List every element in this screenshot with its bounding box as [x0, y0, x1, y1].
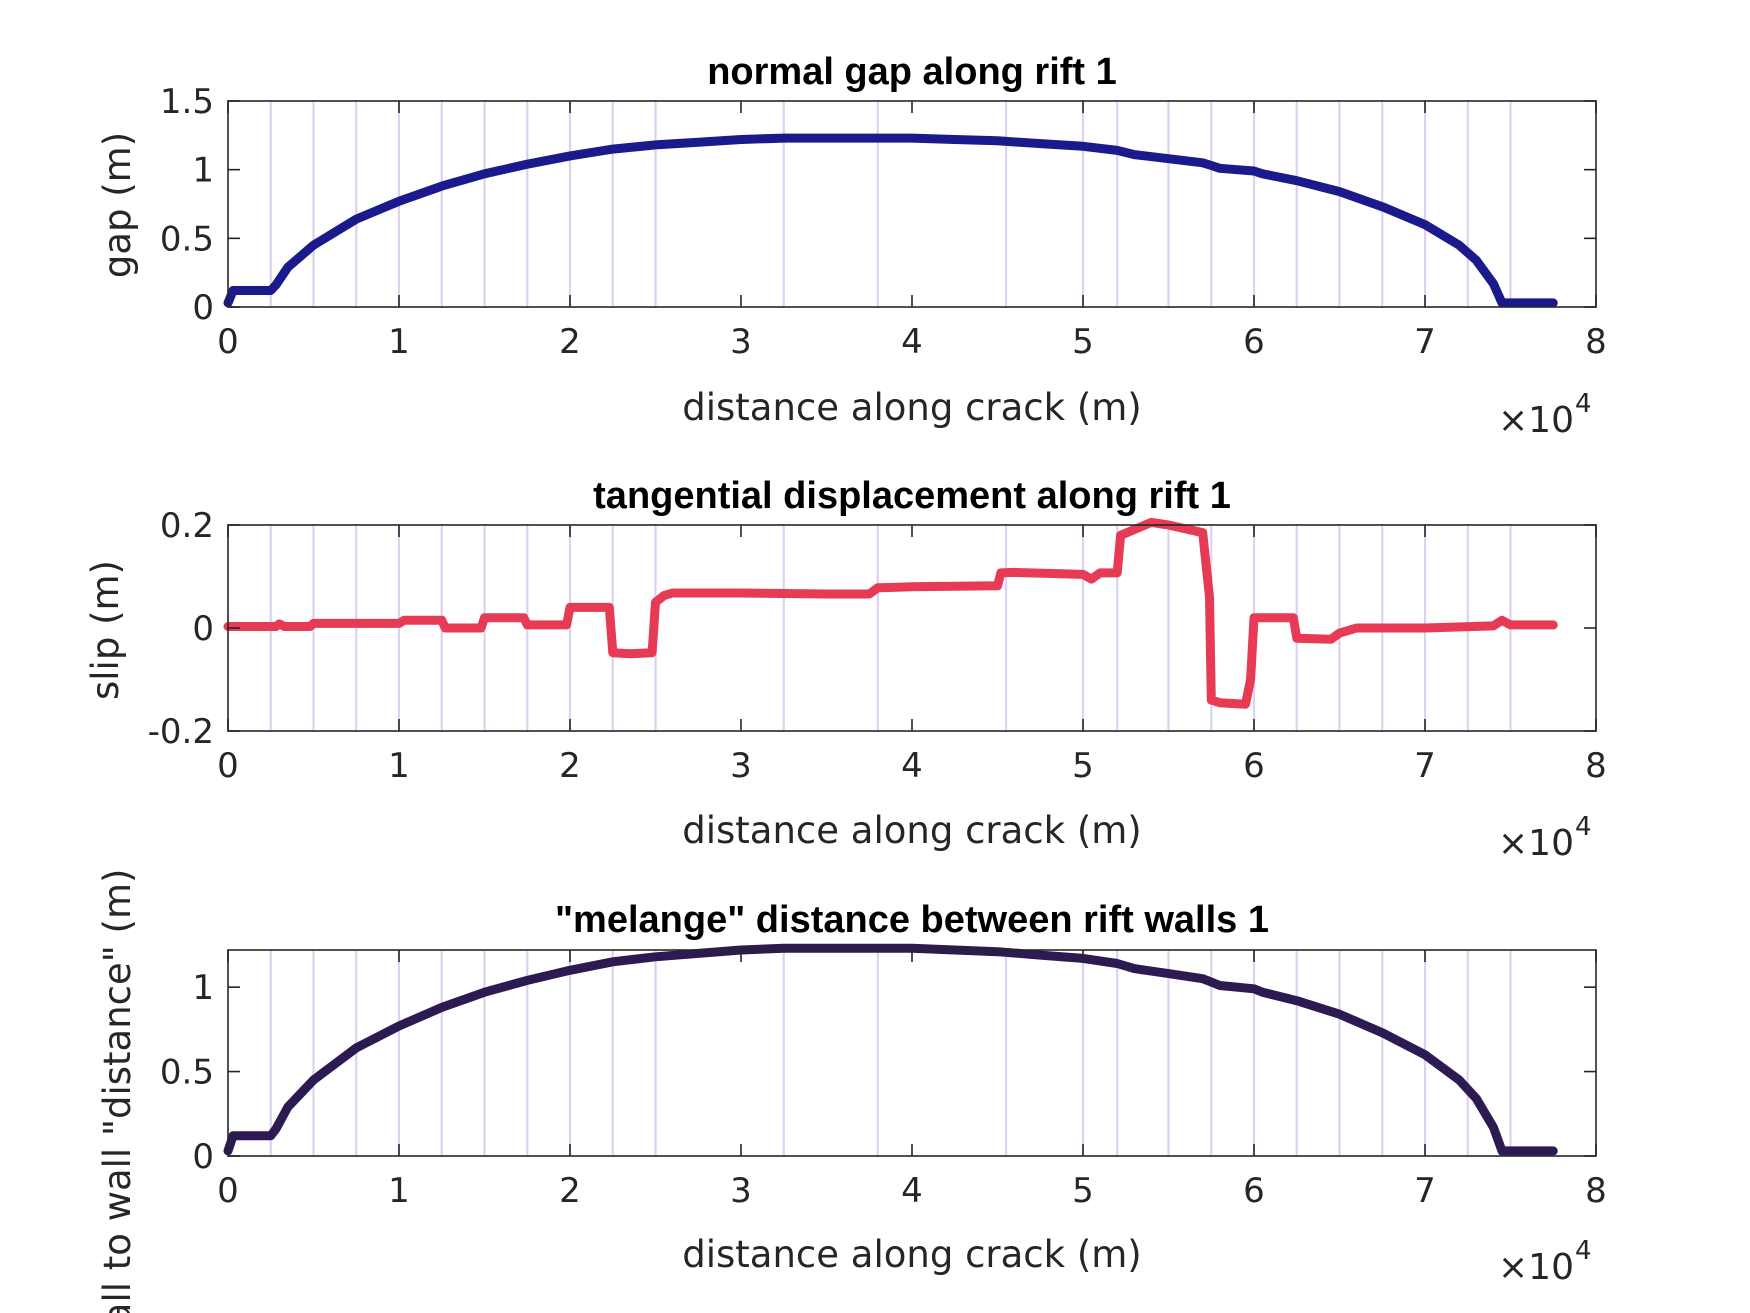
multiplier-base: ×10	[1498, 1247, 1574, 1288]
series-layer	[223, 943, 1558, 1156]
x-tick-label: 7	[1414, 1171, 1436, 1211]
x-tick-label: 6	[1243, 322, 1265, 362]
x-tick-label: 2	[559, 322, 581, 362]
series-line	[223, 943, 1558, 1156]
x-tick-label: 0	[217, 322, 239, 362]
x-tick-label: 5	[1072, 1171, 1094, 1211]
chart-title: tangential displacement along rift 1	[593, 475, 1231, 517]
x-axis-multiplier: ×10 4	[1498, 389, 1592, 441]
vertical-markers	[269, 950, 1512, 1156]
multiplier-base: ×10	[1498, 823, 1574, 864]
x-tick-label: 7	[1414, 322, 1436, 362]
x-tick-label: 1	[388, 746, 410, 786]
axis-ticks: 0 1 2 3 4 5 6 7 8-0.200.2	[148, 506, 1607, 786]
x-axis-label: distance along crack (m)	[682, 386, 1142, 429]
x-tick-label: 7	[1414, 746, 1436, 786]
vertical-markers	[269, 101, 1512, 307]
y-tick-label: -0.2	[148, 712, 214, 752]
series-line	[223, 517, 1558, 709]
x-tick-label: 6	[1243, 746, 1265, 786]
chart-title: "melange" distance between rift walls 1	[555, 899, 1269, 941]
axis-ticks: 0 1 2 3 4 5 6 7 8 0 0.5 1	[160, 950, 1607, 1211]
y-axis-label: gap (m)	[96, 132, 139, 278]
x-tick-label: 0	[217, 746, 239, 786]
x-tick-label: 5	[1072, 322, 1094, 362]
chart-title: normal gap along rift 1	[707, 51, 1117, 93]
x-tick-label: 6	[1243, 1171, 1265, 1211]
x-tick-label: 2	[559, 1171, 581, 1211]
subplot-normal-gap: normal gap along rift 1 0 1 2 3 4 5 6 7 8 0 0.5 1 1.…	[96, 51, 1607, 441]
x-tick-label: 8	[1585, 746, 1607, 786]
x-tick-label: 2	[559, 746, 581, 786]
x-axis-label: distance along crack (m)	[682, 809, 1142, 852]
x-tick-label: 3	[730, 322, 752, 362]
axis-ticks: 0 1 2 3 4 5 6 7 8 0 0.5 1 1.5	[160, 82, 1607, 362]
x-tick-label: 3	[730, 1171, 752, 1211]
x-tick-label: 3	[730, 746, 752, 786]
series-layer	[223, 517, 1558, 709]
multiplier-exponent: 4	[1575, 812, 1592, 842]
multiplier-exponent: 4	[1575, 389, 1592, 419]
plot-frame	[227, 100, 1597, 308]
y-tick-label: 0	[192, 1137, 214, 1177]
y-tick-label: 1	[192, 968, 214, 1008]
series-layer	[223, 133, 1558, 308]
y-tick-label: 0	[192, 288, 214, 328]
y-tick-label: 0.5	[160, 1053, 214, 1093]
x-tick-label: 8	[1585, 1171, 1607, 1211]
x-tick-label: 1	[388, 322, 410, 362]
x-tick-label: 8	[1585, 322, 1607, 362]
x-tick-label: 4	[901, 1171, 923, 1211]
y-axis-label: wall to wall "distance" (m)	[96, 869, 139, 1313]
y-tick-label: 0.5	[160, 219, 214, 259]
series-line	[223, 133, 1558, 308]
x-tick-label: 5	[1072, 746, 1094, 786]
y-tick-label: 0.2	[160, 506, 214, 546]
x-tick-label: 4	[901, 746, 923, 786]
y-axis-label: slip (m)	[84, 560, 127, 700]
multiplier-exponent: 4	[1575, 1236, 1592, 1266]
y-tick-label: 1	[192, 151, 214, 191]
x-tick-label: 4	[901, 322, 923, 362]
x-axis-multiplier: ×10 4	[1498, 812, 1592, 864]
y-tick-label: 1.5	[160, 82, 214, 122]
subplot-tangential-displacement: tangential displacement along rift 1 0 1 2…	[84, 475, 1607, 864]
x-axis-label: distance along crack (m)	[682, 1233, 1142, 1276]
x-tick-label: 1	[388, 1171, 410, 1211]
y-tick-label: 0	[192, 609, 214, 649]
multiplier-base: ×10	[1498, 400, 1574, 441]
x-tick-label: 0	[217, 1171, 239, 1211]
x-axis-multiplier: ×10 4	[1498, 1236, 1592, 1288]
subplot-melange-distance: "melange" distance between rift walls 1 …	[96, 869, 1607, 1313]
plot-frame	[227, 949, 1597, 1157]
